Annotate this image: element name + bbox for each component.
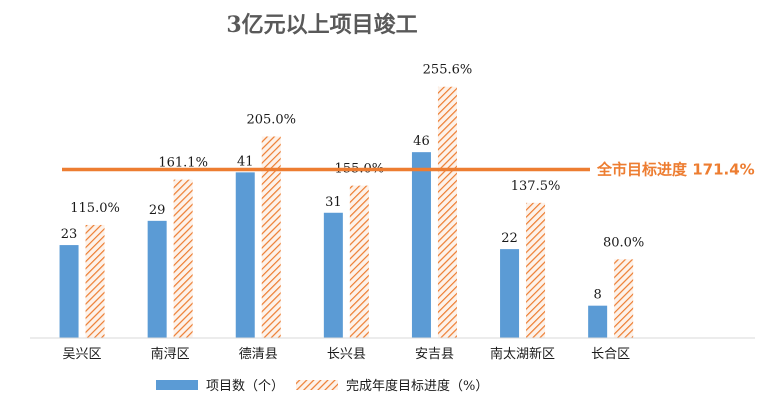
data-label-projects-1: 29 [149, 203, 166, 218]
data-label-progress-4: 255.6% [423, 63, 473, 78]
data-label-projects-0: 23 [61, 227, 78, 242]
bar-progress-6 [614, 259, 634, 338]
data-label-progress-6: 80.0% [603, 235, 644, 250]
legend: 项目数（个） 完成年度目标进度（%） [156, 378, 488, 394]
target-line-group: 全市目标进度 171.4% [62, 161, 755, 179]
data-label-progress-2: 205.0% [246, 112, 296, 127]
category-label-6: 长合区 [591, 347, 630, 362]
bar-projects-2 [235, 172, 255, 338]
bar-projects-5 [500, 249, 520, 338]
legend-label-projects: 项目数（个） [206, 379, 284, 394]
legend-swatch-projects [156, 380, 198, 390]
bar-projects-0 [59, 245, 79, 338]
category-labels: 吴兴区 南浔区 德清县 长兴县 安吉县 南太湖新区 长合区 [63, 346, 631, 362]
data-label-projects-5: 22 [501, 231, 518, 246]
bar-projects-1 [147, 220, 167, 338]
data-label-projects-3: 31 [325, 195, 342, 210]
data-label-progress-0: 115.0% [70, 201, 120, 216]
bar-progress-2 [261, 136, 281, 338]
bar-progress-0 [85, 224, 105, 338]
data-label-progress-5: 137.5% [511, 179, 561, 194]
data-label-projects-2: 41 [237, 154, 254, 169]
data-label-projects-4: 46 [413, 134, 430, 149]
category-label-4: 安吉县 [415, 347, 454, 362]
data-label-projects-6: 8 [594, 288, 602, 303]
category-label-2: 德清县 [239, 347, 278, 362]
category-label-0: 吴兴区 [63, 347, 102, 362]
target-line-label: 全市目标进度 171.4% [596, 161, 755, 179]
bar-projects-6 [588, 305, 608, 338]
bar-progress-5 [526, 202, 546, 338]
bar-projects-3 [323, 212, 343, 338]
bar-projects-4 [411, 152, 431, 338]
bar-progress-3 [349, 185, 369, 338]
bar-progress-1 [173, 179, 193, 338]
category-label-1: 南浔区 [151, 346, 190, 362]
data-label-progress-1: 161.1% [158, 156, 208, 171]
bars-group: 23115.0%29161.1%41205.0%31155.0%46255.6%… [59, 63, 644, 338]
chart-title: 3亿元以上项目竣工 [226, 12, 417, 38]
legend-swatch-progress [296, 380, 338, 390]
category-label-5: 南太湖新区 [490, 346, 555, 362]
bar-progress-4 [437, 86, 457, 338]
legend-label-progress: 完成年度目标进度（%） [346, 378, 488, 394]
category-label-3: 长兴县 [327, 347, 366, 362]
